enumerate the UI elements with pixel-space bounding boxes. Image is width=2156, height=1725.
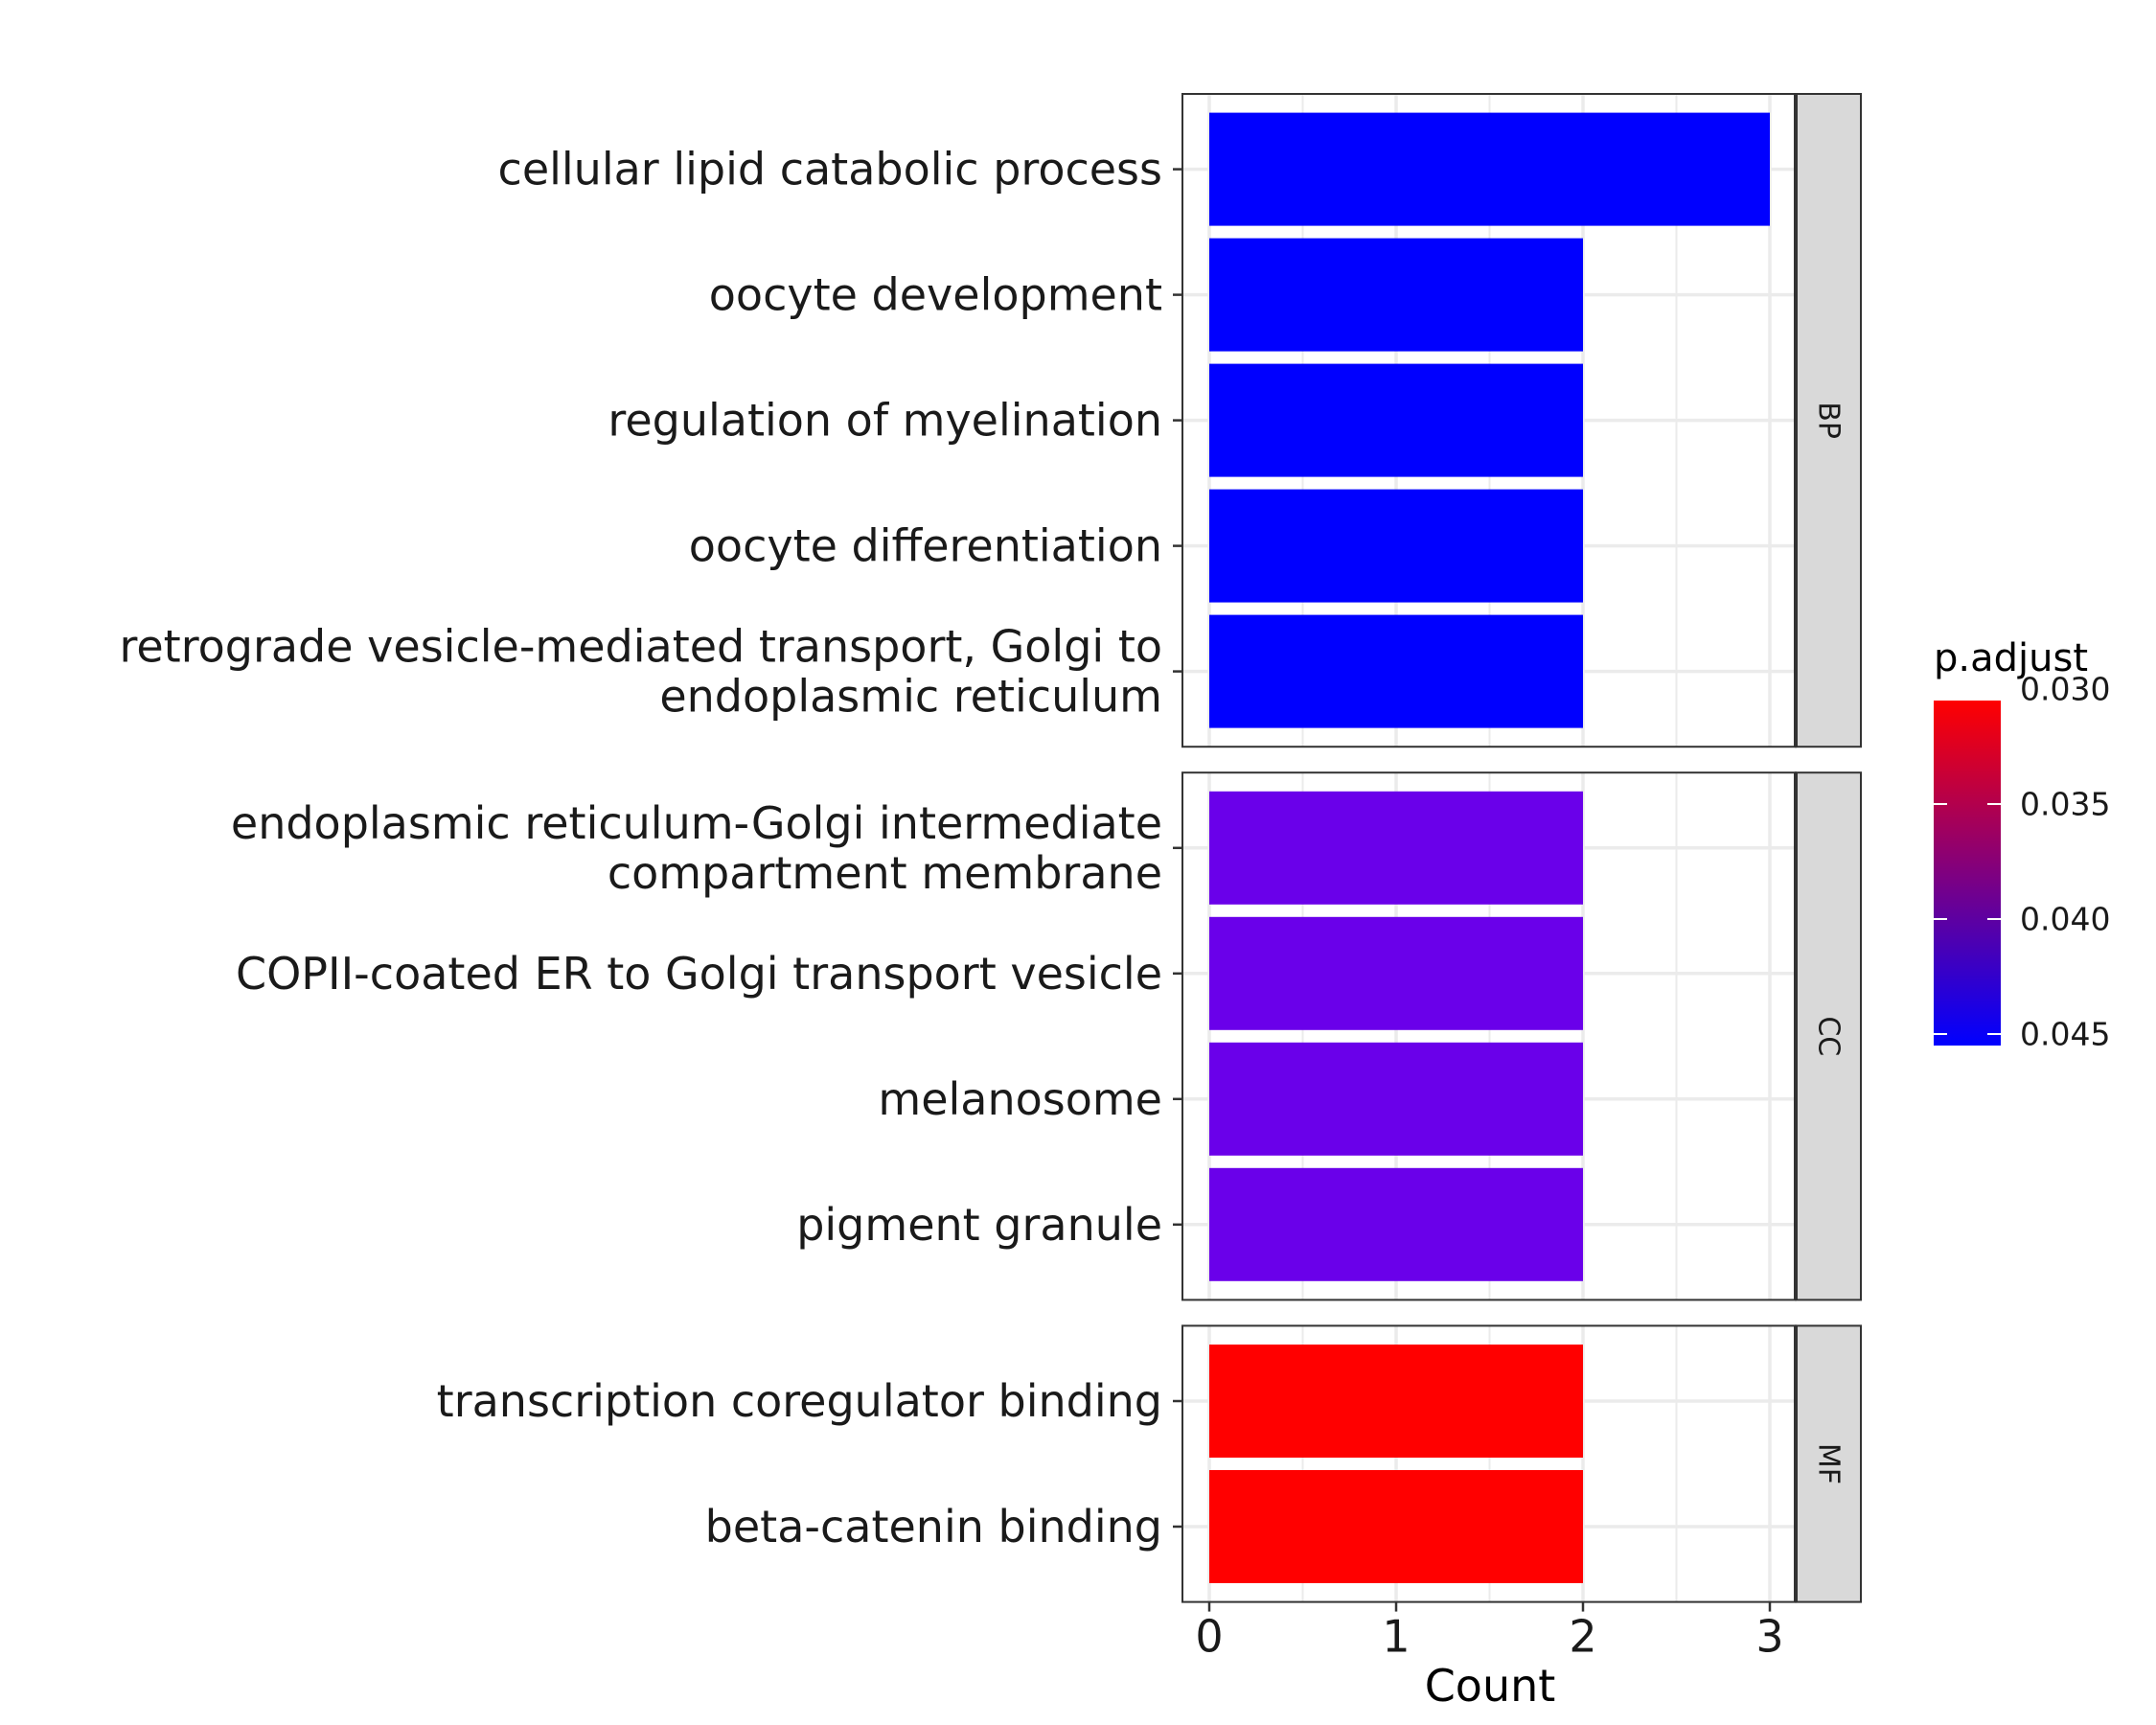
x-tick-label: 1 [1382,1611,1410,1663]
facet-mf: MF transcription coregulator binding beta-… [437,1324,1862,1603]
category-label: compartment membrane [608,847,1162,899]
facet-cc: CC endoplasmic reticulum-Golgi intermedia… [231,771,1862,1301]
category-label: beta-catenin binding [705,1501,1162,1552]
category-label: pigment granule [796,1199,1162,1251]
category-label: COPII-coated ER to Golgi transport vesic… [236,948,1162,1000]
category-label: oocyte differentiation [689,520,1162,572]
bar [1209,1345,1583,1458]
x-axis-title: Count [1425,1660,1556,1712]
bar [1209,791,1583,905]
bar [1209,238,1583,352]
bar [1209,1167,1583,1281]
facet-strip [1795,93,1862,748]
bar [1209,112,1770,226]
x-tick-label: 3 [1755,1611,1783,1663]
bar [1209,489,1583,603]
bar [1209,916,1583,1030]
bar [1209,614,1583,728]
facet-panels: BP cellular lipid catabolic process oocyte… [119,93,1862,1603]
category-label: melanosome [878,1073,1162,1125]
facet-strip-label: BP [1812,402,1846,439]
category-label: regulation of myelination [608,395,1162,447]
category-label: oocyte development [709,269,1162,321]
legend-colorbar [1934,701,2001,1046]
category-label: transcription coregulator binding [437,1375,1162,1427]
facet-strip [1795,1324,1862,1603]
bar [1209,1042,1583,1156]
category-label: retrograde vesicle-mediated transport, G… [119,621,1162,673]
legend-ticks: 0.030 0.035 0.040 0.045 [1934,671,2110,1053]
legend-title: p.adjust [1934,636,2088,680]
facet-strip [1795,771,1862,1301]
legend-tick-label: 0.040 [2020,901,2110,938]
bar [1209,363,1583,477]
facet-bp: BP cellular lipid catabolic process oocyte… [119,93,1862,748]
category-label: endoplasmic reticulum [659,671,1162,723]
facet-strip-label: MF [1812,1443,1846,1484]
legend-tick-label: 0.030 [2020,671,2110,708]
category-label: cellular lipid catabolic process [498,144,1162,196]
facet-strip-label: CC [1812,1016,1846,1056]
legend-tick-label: 0.035 [2020,786,2110,823]
x-axis: 0 1 2 3 [1195,1601,1784,1663]
category-label: endoplasmic reticulum-Golgi intermediate [231,797,1162,849]
x-tick-label: 2 [1569,1611,1596,1663]
legend-tick-label: 0.045 [2020,1016,2110,1053]
bar [1209,1470,1583,1583]
legend: p.adjust 0.030 0.035 0.040 0.045 [1934,636,2110,1053]
x-tick-label: 0 [1195,1611,1223,1663]
